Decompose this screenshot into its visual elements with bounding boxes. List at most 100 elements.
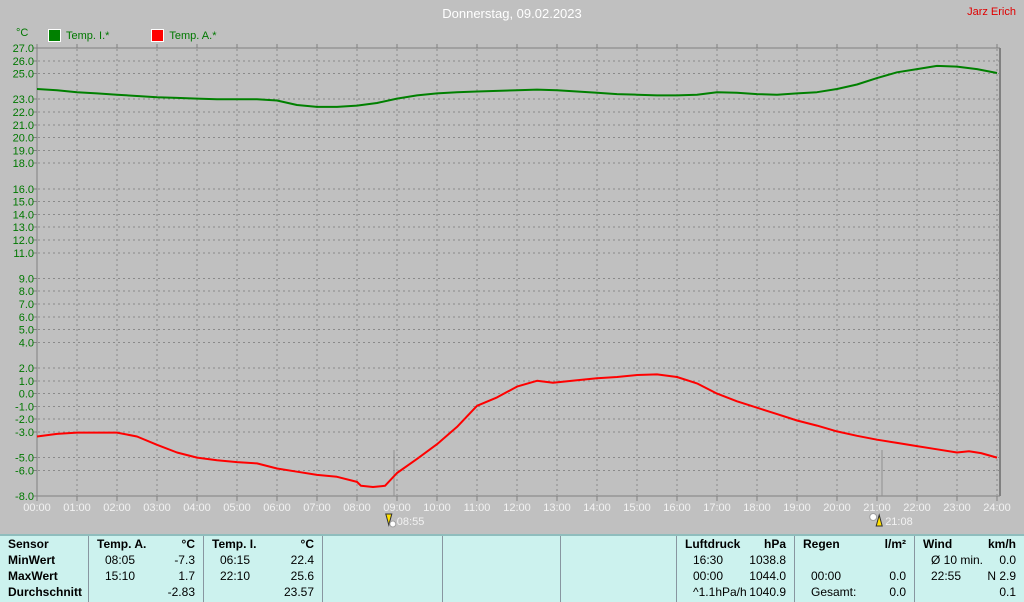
x-axis-label: 19:00 (783, 502, 811, 514)
table-column-empty (442, 536, 560, 602)
y-axis-label: 6.0 (19, 312, 34, 324)
table-column-rowlabels: Sensor MinWert MaxWert Durchschnitt (0, 536, 88, 602)
cell-time: 06:15 (220, 553, 251, 567)
y-axis-label: -2.0 (15, 414, 34, 426)
x-axis-label: 06:00 (263, 502, 291, 514)
x-axis-label: 18:00 (743, 502, 771, 514)
page-title: Donnerstag, 09.02.2023 (442, 6, 582, 21)
y-axis-label: 4.0 (19, 337, 34, 349)
legend-label: Temp. A.* (169, 29, 217, 42)
x-axis-label: 09:00 (383, 502, 411, 514)
column-unit: hPa (763, 537, 786, 551)
x-axis-label: 00:00 (23, 502, 51, 514)
table-row: 15:10 1.7 (89, 568, 203, 584)
user-name-label: Jarz Erich (967, 6, 1016, 18)
cell-value: -2.83 (167, 585, 195, 599)
x-axis-label: 03:00 (143, 502, 171, 514)
cell-value: 23.57 (283, 585, 314, 599)
table-row: 16:30 1038.8 (677, 552, 794, 568)
y-axis-label: -5.0 (15, 453, 34, 465)
x-axis-label: 11:00 (464, 502, 491, 514)
y-axis-label: 18.0 (13, 158, 34, 170)
table-row (561, 584, 676, 600)
table-column-luftdruck: Luftdruck hPa 16:30 1038.8 00:00 1044.0 ^1.1hP… (676, 536, 794, 602)
table-row: ^1.1hPa/h 1040.9 (677, 584, 794, 600)
table-row: -2.83 (89, 584, 203, 600)
table-row-label: Durchschnitt (8, 585, 83, 599)
table-header-row: Wind km/h (915, 536, 1024, 552)
cell-time: 00:00 (811, 569, 842, 583)
y-axis-label: 27.0 (13, 43, 34, 55)
table-row (323, 584, 442, 600)
x-axis-label: 16:00 (663, 502, 691, 514)
table-row: 08:05 -7.3 (89, 552, 203, 568)
column-unit: °C (181, 537, 195, 551)
cell-value: 1.7 (178, 569, 195, 583)
table-row: 00:00 0.0 (795, 568, 914, 584)
table-row (443, 584, 560, 600)
cell-value: N 2.9 (987, 569, 1016, 583)
table-row (561, 552, 676, 568)
x-axis-label: 15:00 (623, 502, 651, 514)
y-axis-label: 19.0 (13, 145, 34, 157)
table-column-empty (560, 536, 676, 602)
x-axis-label: 08:00 (343, 502, 371, 514)
legend-item-temp-a: Temp. A.* (151, 29, 216, 42)
y-axis-label: 0.0 (19, 389, 34, 401)
x-axis-label: 20:00 (823, 502, 851, 514)
table-header-row: Temp. A. °C (89, 536, 203, 552)
y-axis-label: 12.0 (13, 235, 34, 247)
y-axis-label: 8.0 (19, 286, 34, 298)
legend-label: Temp. I.* (66, 29, 110, 42)
cell-time: 15:10 (105, 569, 136, 583)
y-axis-label: 5.0 (19, 325, 34, 337)
table-row (323, 552, 442, 568)
chart-legend: Temp. I.* Temp. A.* (48, 29, 216, 42)
cell-value: 25.6 (290, 569, 314, 583)
legend-item-temp-i: Temp. I.* (48, 29, 109, 42)
temperature-chart: 27.026.025.0 23.022.021.020.019.018.0 16.0… (13, 43, 1011, 528)
sun-down-icon (385, 513, 397, 528)
column-unit: l/m² (884, 537, 906, 551)
table-row (561, 568, 676, 584)
cell-value: 22.4 (290, 553, 314, 567)
y-axis-label: 9.0 (19, 273, 34, 285)
x-axis-label: 07:00 (303, 502, 331, 514)
table-header-row: Regen l/m² (795, 536, 914, 552)
x-axis-label: 24:00 (983, 502, 1011, 514)
y-axis-unit-label: °C (16, 27, 29, 39)
cell-time: Gesamt: (811, 585, 857, 599)
cell-value: 1038.8 (749, 553, 786, 567)
table-row: 22:55 N 2.9 (915, 568, 1024, 584)
cell-time: Ø 10 min. (931, 553, 984, 567)
x-axis-label: 21:00 (863, 502, 891, 514)
y-axis-label: 21.0 (13, 120, 34, 132)
y-axis-label: 20.0 (13, 133, 34, 145)
column-title: Luftdruck (685, 537, 741, 551)
y-axis-label: -6.0 (15, 465, 34, 477)
x-axis-label: 13:00 (543, 502, 571, 514)
cell-value: 0.0 (889, 569, 906, 583)
table-header-row: Temp. I. °C (204, 536, 322, 552)
y-axis-label: 16.0 (13, 184, 34, 196)
y-axis-label: 14.0 (13, 209, 34, 221)
y-axis-label: 7.0 (19, 299, 34, 311)
cell-value: 1040.9 (749, 585, 786, 599)
table-row: 0.1 (915, 584, 1024, 600)
cell-value: 0.0 (889, 585, 906, 599)
table-row: 22:10 25.6 (204, 568, 322, 584)
cell-value: 1044.0 (749, 569, 786, 583)
cell-value: 0.1 (999, 585, 1016, 599)
cell-time: ^1.1hPa/h (693, 585, 747, 599)
series-line-temp-i (36, 64, 998, 108)
table-column-regen: Regen l/m² 00:00 0.0 Gesamt: 0.0 (794, 536, 914, 602)
table-column-temp-i-: Temp. I. °C 06:15 22.4 22:10 25.6 23.57 (203, 536, 322, 602)
y-axis-label: -8.0 (15, 491, 34, 503)
x-axis-label: 10:00 (423, 502, 451, 514)
y-axis-label: -1.0 (15, 401, 34, 413)
table-column-wind: Wind km/h Ø 10 min. 0.0 22:55 N 2.9 0.1 (914, 536, 1024, 602)
x-axis-label: 14:00 (583, 502, 611, 514)
y-axis-label: 13.0 (13, 222, 34, 234)
x-axis-label: 22:00 (903, 502, 931, 514)
